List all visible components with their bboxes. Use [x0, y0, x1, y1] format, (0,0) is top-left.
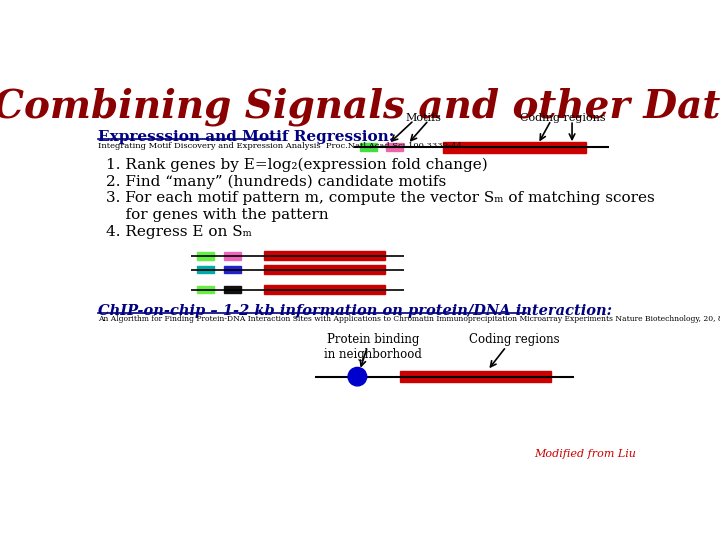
Text: 3. For each motif pattern m, compute the vector Sₘ of matching scores: 3. For each motif pattern m, compute the…: [106, 191, 654, 205]
Text: Coding regions: Coding regions: [520, 112, 606, 123]
Text: An Algorithm for Finding Protein-DNA Interaction Sites with Applications to Chro: An Algorithm for Finding Protein-DNA Int…: [98, 315, 720, 323]
FancyBboxPatch shape: [386, 143, 403, 151]
FancyBboxPatch shape: [264, 265, 384, 274]
Text: 1. Rank genes by E=log₂(expression fold change): 1. Rank genes by E=log₂(expression fold …: [106, 157, 487, 172]
FancyBboxPatch shape: [400, 372, 551, 382]
Text: Integrating Motif Discovery and Expression Analysis  Proc.Natl.Acad.Sci 100.3339: Integrating Motif Discovery and Expressi…: [98, 142, 462, 150]
Text: 2. Find “many” (hundreds) candidate motifs: 2. Find “many” (hundreds) candidate moti…: [106, 174, 446, 188]
FancyBboxPatch shape: [197, 252, 214, 260]
Text: Coding regions: Coding regions: [469, 333, 560, 346]
Text: for genes with the pattern: for genes with the pattern: [106, 208, 328, 222]
FancyBboxPatch shape: [197, 266, 214, 273]
FancyBboxPatch shape: [224, 266, 241, 273]
FancyBboxPatch shape: [224, 286, 241, 294]
FancyBboxPatch shape: [443, 142, 586, 153]
Text: ChIP-on-chip – 1-2 kb information on protein/DNA interaction:: ChIP-on-chip – 1-2 kb information on pro…: [98, 303, 612, 318]
Text: Protein binding
in neighborhood: Protein binding in neighborhood: [324, 333, 422, 361]
Text: Modified from Liu: Modified from Liu: [534, 449, 636, 459]
Text: Motifs: Motifs: [405, 112, 441, 123]
FancyBboxPatch shape: [264, 251, 384, 260]
Text: Combining Signals and other Data: Combining Signals and other Data: [0, 88, 720, 126]
FancyBboxPatch shape: [224, 252, 241, 260]
Text: 4. Regress E on Sₘ: 4. Regress E on Sₘ: [106, 225, 251, 239]
Circle shape: [348, 367, 366, 386]
FancyBboxPatch shape: [197, 286, 214, 294]
FancyBboxPatch shape: [360, 143, 377, 151]
FancyBboxPatch shape: [264, 285, 384, 294]
Text: Expresssion and Motif Regression:: Expresssion and Motif Regression:: [98, 130, 394, 144]
